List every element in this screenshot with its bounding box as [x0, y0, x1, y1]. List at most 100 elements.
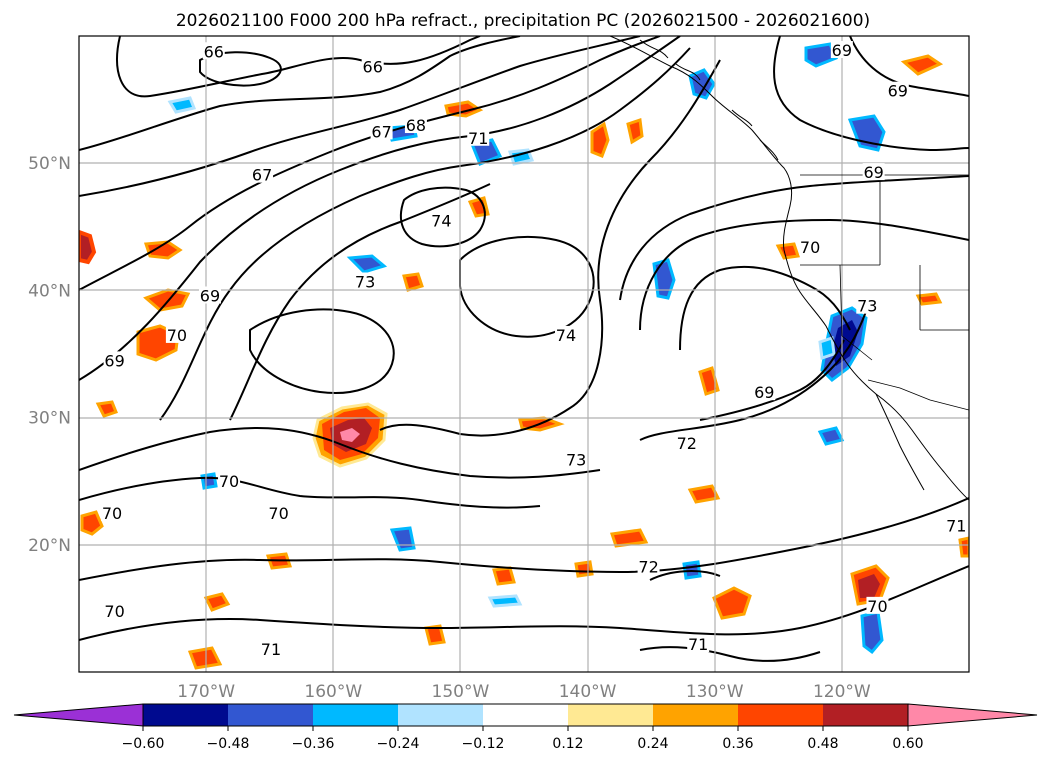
colorbar-tick-label: −0.36	[292, 736, 335, 752]
contour-label: 68	[406, 116, 426, 135]
precip-blob	[200, 472, 218, 490]
contour-line	[79, 427, 601, 479]
contour-line	[79, 36, 681, 381]
precip-blob	[80, 510, 104, 536]
precip-blob	[817, 426, 845, 446]
latitude-labels: 50°N 40°N 30°N 20°N	[28, 154, 71, 556]
contour-label-bg	[267, 504, 290, 521]
precip-blob	[346, 254, 388, 274]
contour-label: 73	[566, 451, 586, 470]
contour-line	[79, 476, 541, 509]
precip-blob	[79, 229, 97, 265]
colorbar-tick-label: 0.36	[722, 736, 753, 752]
contour-line	[79, 565, 969, 641]
contour-label-bg	[101, 504, 124, 521]
map-panel: 66 66 67 68 67 71 74 73 74 69 70 69 70 70 70 70 71 73 72 69…	[28, 35, 970, 702]
contour-label: 71	[946, 517, 966, 536]
contour-label-bg	[565, 450, 588, 468]
colorbar-box	[653, 704, 738, 726]
contour-label-bg	[103, 351, 126, 369]
contour-label: 70	[102, 504, 122, 523]
contour-label-bg	[404, 116, 427, 134]
contour-label-bg	[637, 557, 660, 575]
contour-label-layer: 66 66 67 68 67 71 74 73 74 69 70 69 70 70 70 70 71 73 72 69…	[101, 40, 968, 659]
contour-line	[649, 570, 721, 581]
colorbar-tick-label: 0.48	[807, 736, 838, 752]
precip-blob	[187, 646, 223, 670]
colorbar-tick-label: 0.12	[552, 736, 583, 752]
colorbar-extend-low	[13, 703, 144, 727]
contour-label: 69	[888, 82, 908, 101]
precip-blob	[900, 54, 944, 76]
longitude-labels: 170°W 160°W 150°W 140°W 130°W 120°W	[177, 682, 871, 702]
colorbar-box	[228, 704, 313, 726]
contour-label: 71	[468, 129, 488, 148]
precip-blob	[858, 574, 880, 598]
contour-label-bg	[753, 383, 776, 401]
contour-label: 69	[754, 383, 774, 402]
contour-label-bg	[361, 57, 384, 75]
precip-blob	[590, 121, 610, 158]
contour-line	[199, 51, 282, 87]
colorbar-boxes	[13, 703, 1038, 727]
contour-label: 73	[355, 272, 375, 291]
contour-label-bg	[259, 640, 282, 658]
contour-label: 72	[638, 557, 658, 576]
precip-blob	[682, 560, 702, 580]
precip-blob	[444, 100, 484, 118]
border-states	[800, 175, 969, 361]
precip-blob	[402, 272, 424, 292]
coastline	[609, 36, 969, 501]
map-frame	[78, 35, 970, 673]
precip-blob	[95, 400, 118, 418]
contour-label: 70	[104, 602, 124, 621]
contour-label-bg	[554, 325, 577, 343]
contour-line	[679, 265, 851, 351]
contour-line	[79, 497, 969, 581]
coastline-islands	[639, 39, 779, 161]
precip-blob	[340, 428, 360, 442]
precip-blob	[424, 624, 446, 646]
contour-label-bg	[251, 165, 274, 183]
colorbar-tick-label: 0.24	[637, 736, 668, 752]
contour-label-bg	[945, 516, 968, 534]
colorbar-box	[823, 704, 908, 726]
colorbar-tick-label: −0.12	[462, 736, 505, 752]
contour-label-bg	[862, 163, 885, 181]
precip-blob	[610, 528, 649, 548]
latitude-label: 30°N	[28, 409, 71, 429]
contour-label-bg	[799, 238, 822, 256]
precip-blob	[775, 242, 800, 260]
contour-line	[249, 308, 395, 394]
contour-label: 67	[371, 122, 391, 141]
contour-label: 71	[261, 640, 281, 659]
longitude-label: 150°W	[432, 682, 490, 702]
contour-line	[159, 47, 691, 421]
contour-line	[229, 183, 491, 421]
contour-label: 71	[688, 635, 708, 654]
precip-blob	[818, 335, 836, 361]
latitude-label: 50°N	[28, 154, 71, 174]
contour-label: 67	[252, 166, 272, 185]
contour-label-bg	[370, 122, 393, 140]
latitude-label: 40°N	[28, 281, 71, 301]
precip-blob	[167, 96, 197, 114]
precip-blob	[712, 586, 752, 620]
contour-label: 69	[200, 286, 220, 305]
contour-label-bg	[430, 211, 453, 229]
contour-label-bg	[687, 635, 710, 653]
contour-label: 70	[867, 597, 887, 616]
contour-label: 69	[104, 351, 124, 370]
longitude-label: 130°W	[686, 682, 744, 702]
colorbar-box	[143, 704, 228, 726]
contour-label: 70	[219, 472, 239, 491]
longitude-label: 140°W	[559, 682, 617, 702]
precip-blob	[626, 117, 644, 145]
contour-label-bg	[866, 596, 889, 614]
contour-label: 70	[800, 238, 820, 257]
contour-label: 69	[832, 41, 852, 60]
contour-label-bg	[856, 296, 879, 314]
contour-label: 66	[363, 58, 383, 77]
precip-blob	[687, 484, 721, 504]
border-us-mexico	[867, 379, 969, 411]
